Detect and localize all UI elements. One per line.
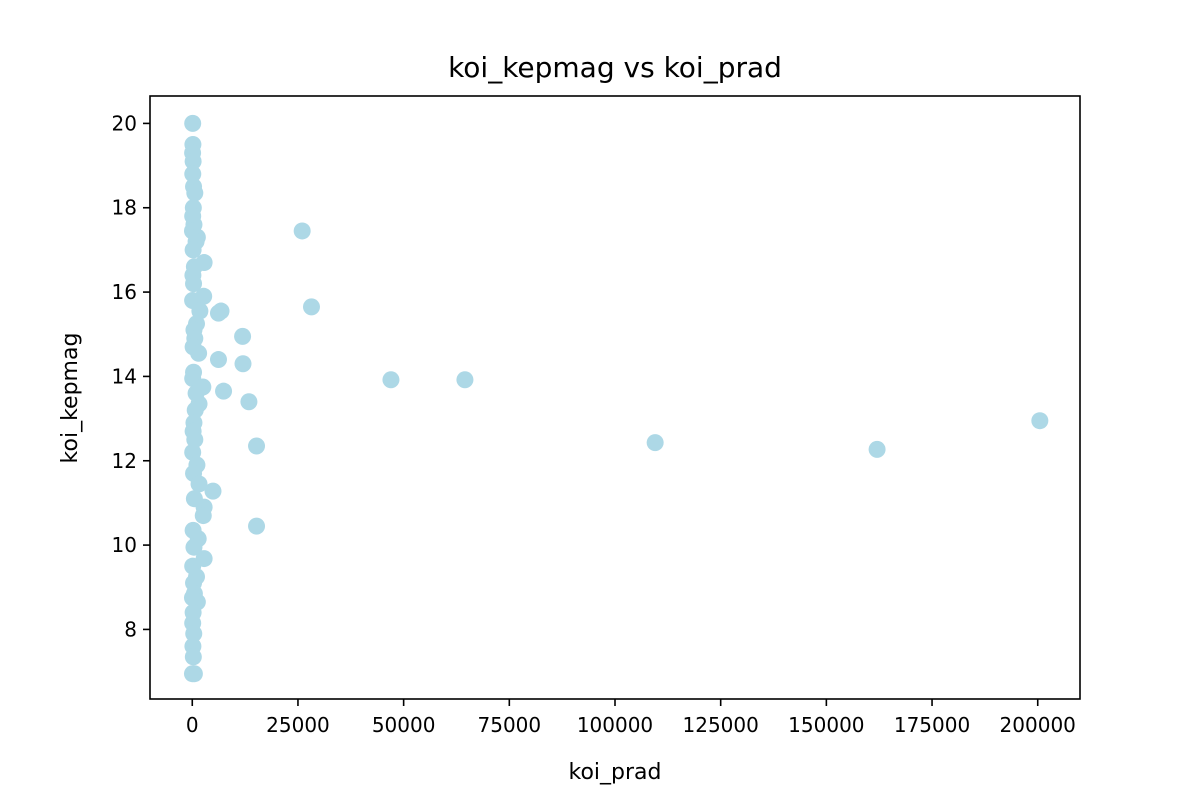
data-point xyxy=(185,625,203,643)
data-point xyxy=(234,355,252,373)
data-point xyxy=(185,665,203,683)
y-tick-label: 10 xyxy=(112,533,137,557)
data-point xyxy=(190,475,208,493)
x-tick-label: 200000 xyxy=(1000,713,1076,737)
data-point xyxy=(456,371,474,389)
data-point xyxy=(185,275,203,293)
data-point xyxy=(212,302,230,320)
data-point xyxy=(382,371,400,389)
data-point xyxy=(184,114,202,132)
data-point xyxy=(209,351,227,369)
x-tick-label: 75000 xyxy=(478,713,542,737)
x-tick-label: 50000 xyxy=(372,713,436,737)
data-point xyxy=(868,440,886,458)
points-layer xyxy=(183,114,1049,683)
data-point xyxy=(248,437,266,455)
x-tick-label: 0 xyxy=(186,713,199,737)
y-tick-label: 14 xyxy=(112,364,137,388)
data-point xyxy=(293,222,311,240)
data-point xyxy=(184,152,202,170)
x-tick-label: 25000 xyxy=(266,713,330,737)
data-point xyxy=(186,184,204,202)
data-point xyxy=(186,431,204,449)
data-point xyxy=(194,507,212,525)
data-point xyxy=(204,482,222,500)
y-tick-label: 18 xyxy=(112,196,137,220)
data-point xyxy=(215,382,233,400)
y-tick-label: 8 xyxy=(124,617,137,641)
data-point xyxy=(186,401,204,419)
x-axis: 0 25000 50000 75000 100000 125000 150000 175000… xyxy=(186,699,1076,737)
data-point xyxy=(240,393,258,411)
data-point xyxy=(185,538,203,556)
x-tick-label: 125000 xyxy=(683,713,759,737)
data-point xyxy=(1031,412,1049,430)
x-axis-title: koi_prad xyxy=(569,760,662,785)
data-point xyxy=(184,648,202,666)
data-point xyxy=(184,241,202,259)
x-tick-label: 100000 xyxy=(577,713,653,737)
y-tick-label: 20 xyxy=(112,111,137,135)
data-point xyxy=(646,434,664,452)
data-point xyxy=(234,327,252,345)
y-tick-label: 12 xyxy=(112,449,137,473)
chart-title: koi_kepmag vs koi_prad xyxy=(448,51,782,84)
data-point xyxy=(184,165,202,183)
y-tick-label: 16 xyxy=(112,280,137,304)
y-axis: 8 10 12 14 16 18 20 xyxy=(112,111,150,641)
data-point xyxy=(248,517,266,535)
data-point xyxy=(302,298,320,316)
data-point xyxy=(190,344,208,362)
x-tick-label: 150000 xyxy=(788,713,864,737)
y-axis-title: koi_kepmag xyxy=(58,333,83,464)
x-tick-label: 175000 xyxy=(894,713,970,737)
